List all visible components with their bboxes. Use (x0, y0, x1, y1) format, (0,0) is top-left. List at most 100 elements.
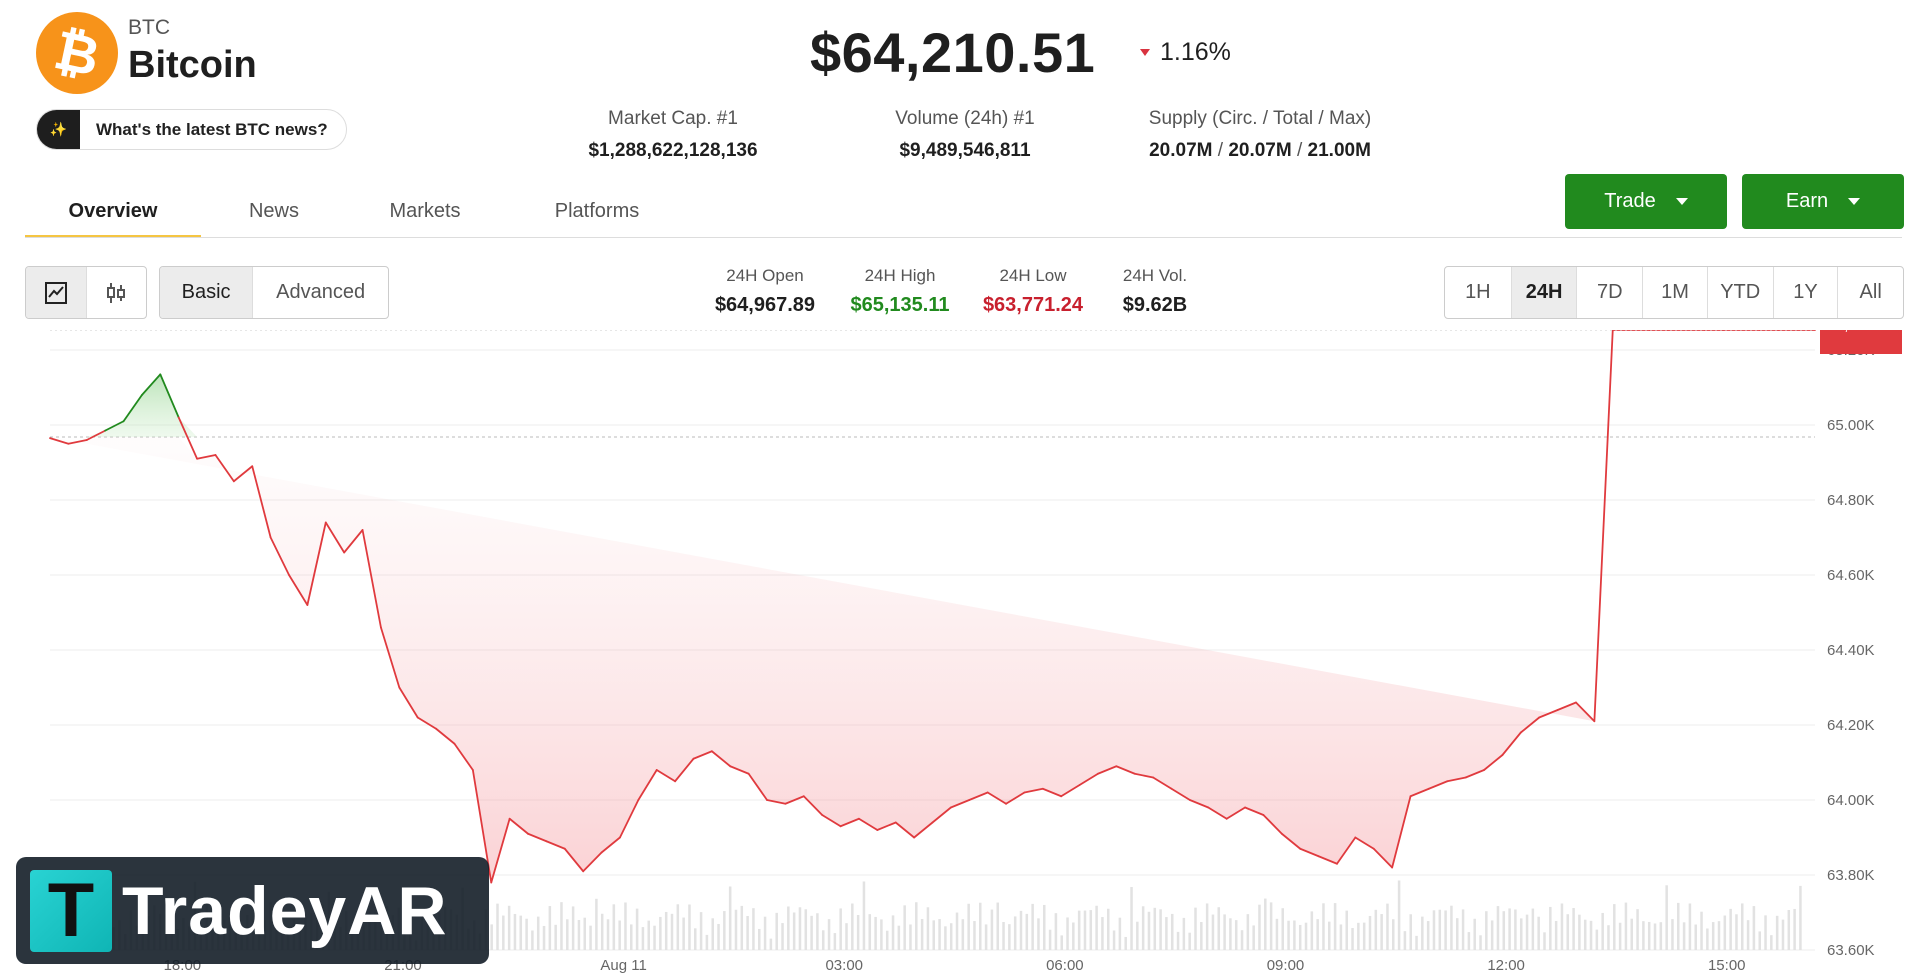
volume-bar (763, 916, 767, 950)
volume-bar (1560, 903, 1564, 950)
open-value: $64,967.89 (714, 294, 816, 316)
volume-bar (1275, 918, 1279, 950)
price-line-segment (453, 742, 474, 771)
basic-mode-button[interactable]: Basic (160, 267, 253, 318)
price-line-segment (619, 799, 640, 839)
volume-bar (1072, 922, 1075, 950)
price-line-segment (729, 765, 750, 775)
price-line-segment (563, 847, 585, 873)
volume-bar (734, 909, 738, 950)
volume-bar (1188, 932, 1191, 950)
tab-overview[interactable]: Overview (25, 188, 201, 238)
supply-values: 20.07M / 20.07M / 21.00M (1120, 140, 1400, 162)
news-prompt-button[interactable]: ✨ What's the latest BTC news? (36, 109, 347, 150)
price-line-segment (435, 727, 456, 745)
trade-button[interactable]: Trade (1565, 174, 1727, 229)
price-line-segment (141, 373, 162, 396)
volume-label: Volume (24h) #1 (895, 108, 1035, 129)
price-line-segment (1133, 772, 1155, 779)
coin-name: Bitcoin (128, 44, 257, 86)
volume-bar (682, 917, 685, 950)
volume-bar (979, 902, 982, 950)
volume-bar (1153, 907, 1157, 950)
volume-bar (740, 905, 744, 950)
volume-bar (670, 913, 674, 950)
market-cap-label: Market Cap. #1 (608, 108, 738, 129)
candlestick-icon[interactable] (85, 267, 146, 318)
price-line-segment (821, 814, 842, 828)
tab-news[interactable]: News (248, 200, 299, 222)
volume-bar (1025, 913, 1029, 950)
price-line-segment (251, 465, 272, 539)
price-line-segment (1023, 787, 1044, 794)
price-line-segment (122, 394, 143, 423)
volume-bar (967, 903, 970, 950)
price-line-segment (380, 626, 401, 689)
volume-bar (635, 908, 639, 950)
volume-bar (1642, 921, 1645, 950)
volume-bar (1264, 898, 1267, 950)
volume-bar (688, 904, 691, 950)
market-cap-value: $1,288,622,128,136 (588, 140, 758, 161)
volume-bar (758, 928, 761, 950)
y-tick-label: 64.00K (1827, 792, 1875, 809)
range-ytd[interactable]: YTD (1706, 267, 1773, 318)
range-all[interactable]: All (1837, 267, 1903, 318)
volume-bar (1741, 903, 1744, 950)
price-line-segment (1317, 855, 1338, 865)
range-1m[interactable]: 1M (1642, 267, 1707, 318)
price-line-segment (1244, 806, 1265, 816)
volume-bar (647, 920, 650, 950)
tab-divider (25, 237, 1902, 238)
vol-label: 24H Vol. (1122, 266, 1188, 285)
range-1y[interactable]: 1Y (1772, 267, 1838, 318)
ohlc-low: 24H Low $63,771.24 (968, 266, 1098, 317)
price-line-segment (1115, 765, 1136, 775)
price-line-segment (1575, 701, 1596, 723)
volume-bar (1688, 903, 1692, 950)
price-line-segment (1428, 780, 1449, 790)
volume-bar (1159, 909, 1162, 950)
high-label: 24H High (864, 266, 936, 285)
supply-circ: 20.07M (1149, 140, 1213, 161)
volume-bar (1572, 908, 1575, 950)
volume-bar (571, 906, 575, 950)
advanced-mode-button[interactable]: Advanced (252, 267, 388, 318)
volume-bar (1293, 920, 1296, 950)
price-line-segment (306, 521, 327, 606)
volume-bar (1194, 907, 1197, 950)
price-line-segment (802, 795, 824, 816)
volume-bar (1618, 922, 1622, 950)
price-chart[interactable]: 65.20K65.00K64.80K64.60K64.40K64.20K64.0… (0, 330, 1920, 973)
volume-bar (1246, 914, 1250, 950)
tab-markets[interactable]: Markets (389, 200, 461, 222)
price-line-segment (710, 750, 732, 768)
volume-bar (944, 926, 947, 950)
earn-button[interactable]: Earn (1742, 174, 1904, 229)
range-7d[interactable]: 7D (1576, 267, 1642, 318)
range-24h[interactable]: 24H (1510, 267, 1577, 318)
vol-value: $9.62B (1122, 294, 1188, 316)
market-cap-stat: Market Cap. #1 $1,288,622,128,136 (578, 108, 768, 162)
price-line-segment (508, 817, 529, 835)
range-1h[interactable]: 1H (1465, 281, 1491, 303)
volume-bar (1764, 915, 1767, 950)
volume-bar (1136, 921, 1139, 950)
volume-bar (496, 903, 499, 950)
volume-bar (903, 905, 906, 950)
price-line-segment (1188, 799, 1210, 809)
volume-bar (1397, 880, 1401, 950)
volume-bar (1240, 930, 1244, 950)
volume-bar (554, 924, 557, 950)
volume-bar (1746, 920, 1750, 950)
price-line-segment (104, 420, 125, 432)
line-chart-icon[interactable] (26, 267, 86, 318)
volume-bar (1095, 905, 1098, 950)
tradeyar-watermark: T TradeyAR (16, 857, 489, 964)
price-line-segment (876, 821, 897, 831)
x-tick-label: 15:00 (1708, 957, 1746, 973)
volume-bar (507, 905, 511, 950)
volume-bar (1787, 910, 1791, 950)
supply-max: 21.00M (1307, 140, 1371, 161)
tab-platforms[interactable]: Platforms (554, 200, 640, 222)
